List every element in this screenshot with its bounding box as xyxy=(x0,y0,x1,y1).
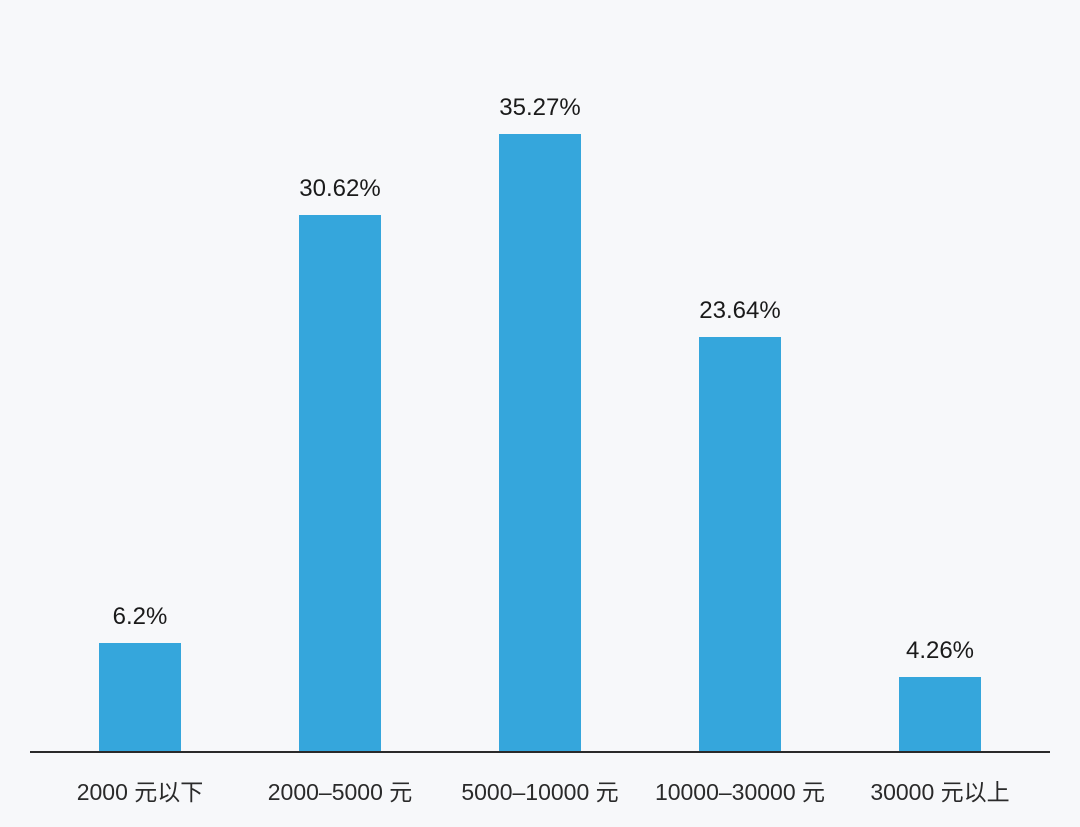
plot-area: 6.2% 30.62% 35.27% 23.64% 4.26% xyxy=(30,40,1050,753)
bar-chart: 6.2% 30.62% 35.27% 23.64% 4.26% 2000 元以下… xyxy=(30,40,1050,807)
bar-group: 4.26% xyxy=(850,637,1030,752)
bar-group: 6.2% xyxy=(50,603,230,752)
x-axis-label: 10000–30000 元 xyxy=(650,773,830,807)
bar xyxy=(499,134,581,751)
bar-group: 35.27% xyxy=(450,94,630,751)
bar-value-label: 35.27% xyxy=(499,94,580,122)
bar-group: 30.62% xyxy=(250,175,430,751)
x-axis-label: 5000–10000 元 xyxy=(450,773,630,807)
bar-value-label: 4.26% xyxy=(906,637,974,665)
bar xyxy=(99,643,181,752)
bar-value-label: 23.64% xyxy=(699,297,780,325)
x-axis-label: 30000 元以上 xyxy=(850,773,1030,807)
x-axis: 2000 元以下 2000–5000 元 5000–10000 元 10000–… xyxy=(30,753,1050,807)
bar-value-label: 30.62% xyxy=(299,175,380,203)
x-axis-label: 2000–5000 元 xyxy=(250,773,430,807)
bar-value-label: 6.2% xyxy=(113,603,168,631)
bar xyxy=(299,215,381,751)
bar-group: 23.64% xyxy=(650,297,830,751)
bar xyxy=(899,677,981,752)
x-axis-label: 2000 元以下 xyxy=(50,773,230,807)
bar xyxy=(699,337,781,751)
